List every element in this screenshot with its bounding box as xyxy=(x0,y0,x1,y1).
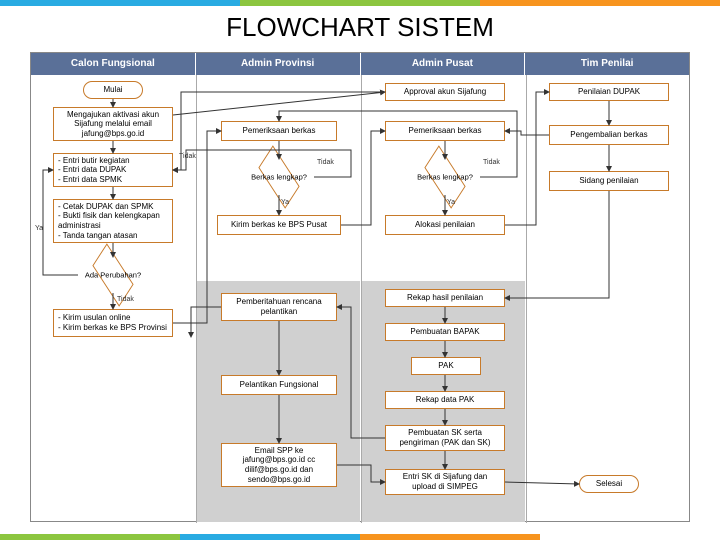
accent-seg xyxy=(540,534,720,540)
node: Pemeriksaan berkas xyxy=(385,121,505,141)
edge-label: Ya xyxy=(281,199,289,206)
node: - Kirim usulan online - Kirim berkas ke … xyxy=(53,309,173,337)
node: Pembuatan BAPAK xyxy=(385,323,505,341)
lane-header: Admin Provinsi xyxy=(196,53,361,75)
node-decision: Berkas lengkap? xyxy=(244,159,314,195)
node: Approval akun Sijafung xyxy=(385,83,505,101)
edge-label: Ya xyxy=(35,225,43,232)
lane-header: Calon Fungsional xyxy=(31,53,196,75)
edge-label: Tidak xyxy=(117,296,134,303)
node: Entri SK di Sijafung dan upload di SIMPE… xyxy=(385,469,505,495)
edge-label: Tidak xyxy=(317,159,334,166)
lane-headers: Calon Fungsional Admin Provinsi Admin Pu… xyxy=(31,53,689,75)
accent-seg xyxy=(240,0,480,6)
node: Penilaian DUPAK xyxy=(549,83,669,101)
node: Email SPP ke jafung@bps.go.id cc dilif@b… xyxy=(221,443,337,487)
node: - Cetak DUPAK dan SPMK - Bukti fisik dan… xyxy=(53,199,173,243)
accent-seg xyxy=(180,534,360,540)
node: Pelantikan Fungsional xyxy=(221,375,337,395)
top-accent-bar xyxy=(0,0,720,6)
node-end: Selesai xyxy=(579,475,639,493)
page-title: FLOWCHART SISTEM xyxy=(0,12,720,43)
node: PAK xyxy=(411,357,481,375)
node: Pemberitahuan rencana pelantikan xyxy=(221,293,337,321)
bottom-accent-bar xyxy=(0,534,720,540)
node-start: Mulai xyxy=(83,81,143,99)
lanes-body: Mulai Mengajukan aktivasi akun Sijafung … xyxy=(31,75,689,523)
accent-seg xyxy=(0,0,240,6)
edge-label: Tidak xyxy=(483,159,500,166)
node: Pengembalian berkas xyxy=(549,125,669,145)
node-decision: Berkas lengkap? xyxy=(410,159,480,195)
node: Pemeriksaan berkas xyxy=(221,121,337,141)
node-decision: Ada Perubahan? xyxy=(78,257,148,293)
accent-seg xyxy=(0,534,180,540)
node: - Entri butir kegiatan - Entri data DUPA… xyxy=(53,153,173,187)
swimlane-flowchart: Calon Fungsional Admin Provinsi Admin Pu… xyxy=(30,52,690,522)
lane-header: Tim Penilai xyxy=(525,53,689,75)
accent-seg xyxy=(360,534,540,540)
edge-label: Tidak xyxy=(179,153,196,160)
node: Sidang penilaian xyxy=(549,171,669,191)
edge-label: Ya xyxy=(447,199,455,206)
lane-divider xyxy=(526,75,527,523)
lane-header: Admin Pusat xyxy=(361,53,526,75)
node: Pembuatan SK serta pengiriman (PAK dan S… xyxy=(385,425,505,451)
node: Rekap data PAK xyxy=(385,391,505,409)
node: Alokasi penilaian xyxy=(385,215,505,235)
node: Mengajukan aktivasi akun Sijafung melalu… xyxy=(53,107,173,141)
accent-seg xyxy=(480,0,720,6)
node: Kirim berkas ke BPS Pusat xyxy=(217,215,341,235)
node: Rekap hasil penilaian xyxy=(385,289,505,307)
